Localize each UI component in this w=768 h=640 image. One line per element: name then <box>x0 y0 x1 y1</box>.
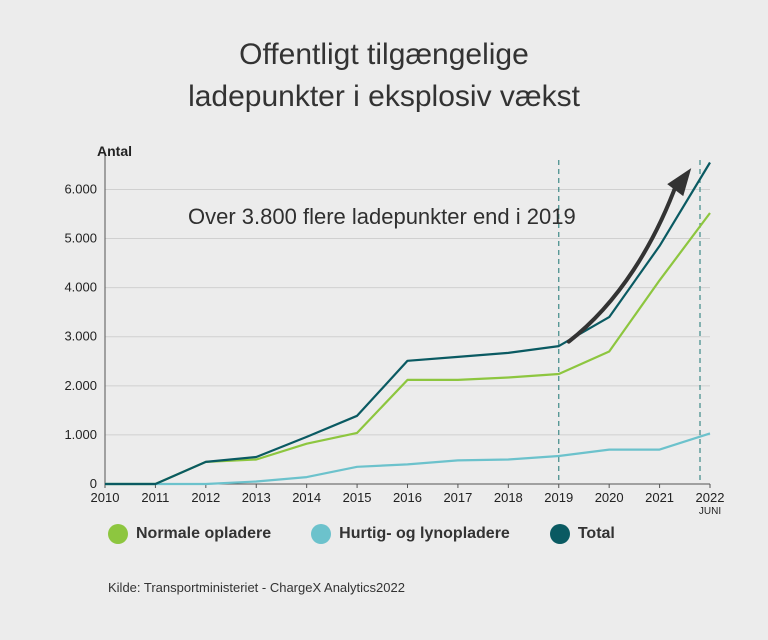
legend-item-fast: Hurtig- og lynopladere <box>311 524 510 544</box>
legend-label-total: Total <box>577 525 615 542</box>
series-line-fast <box>105 432 711 486</box>
legend-label-normal: Normale opladere <box>136 525 272 542</box>
y-tick-label: 1.000 <box>64 427 97 442</box>
x-tick-label: 2014 <box>292 490 321 505</box>
chart-title: Offentligt tilgængelige ladepunkter i ek… <box>0 34 768 118</box>
x-tick-label: 2022 <box>696 490 725 505</box>
source-note: Kilde: Transportministeriet - ChargeX An… <box>108 580 405 595</box>
y-tick-label: 5.000 <box>64 231 97 246</box>
legend-item-normal: Normale opladere <box>108 524 271 544</box>
x-tick-label: 2016 <box>393 490 422 505</box>
x-tick-label: 2018 <box>494 490 523 505</box>
series-line-normal <box>105 212 711 486</box>
growth-arrow-head <box>667 168 692 197</box>
x-tick-sublabel: JUNI <box>699 506 721 517</box>
x-tick-label: 2011 <box>141 490 169 505</box>
title-line-1: Offentligt tilgængelige <box>239 38 529 71</box>
legend: Normale opladere Hurtig- og lynopladere … <box>108 524 655 544</box>
annotation-text: Over 3.800 flere ladepunkter end i 2019 <box>188 204 576 229</box>
x-tick-label: 2021 <box>645 490 674 505</box>
y-tick-label: 2.000 <box>64 378 97 393</box>
y-tick-label: 0 <box>90 476 97 491</box>
x-tick-label: 2010 <box>91 490 120 505</box>
y-tick-label: 3.000 <box>64 329 97 344</box>
x-tick-label: 2017 <box>443 490 472 505</box>
x-tick-label: 2020 <box>595 490 624 505</box>
legend-swatch-normal <box>108 524 128 544</box>
y-tick-label: 4.000 <box>64 280 97 295</box>
series-line-total <box>105 161 711 486</box>
legend-item-total: Total <box>549 524 615 544</box>
legend-swatch-total <box>549 524 570 544</box>
x-tick-label: 2013 <box>242 490 271 505</box>
title-line-2: ladepunkter i eksplosiv vækst <box>188 80 580 113</box>
growth-arrow <box>566 180 680 344</box>
y-axis-label: Antal <box>97 143 132 159</box>
legend-label-fast: Hurtig- og lynopladere <box>339 525 510 542</box>
x-tick-label: 2012 <box>191 490 220 505</box>
legend-swatch-fast <box>311 524 332 544</box>
x-tick-label: 2015 <box>343 490 372 505</box>
y-tick-label: 6.000 <box>64 181 97 196</box>
x-tick-label: 2019 <box>544 490 573 505</box>
